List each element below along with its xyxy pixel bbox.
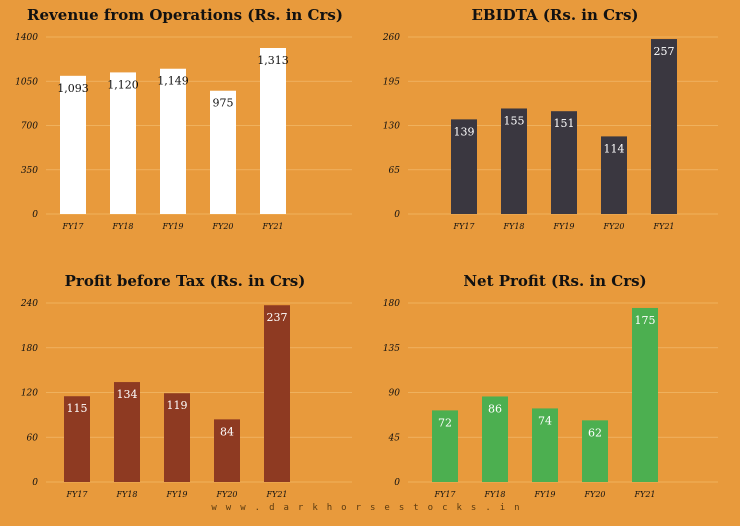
pbt-chart-panel: Profit before Tax (Rs. in Crs) 0 60 120 180… <box>0 266 370 526</box>
y-tick-label: 60 <box>27 433 39 443</box>
bar <box>210 90 236 214</box>
x-tick-label: FY18 <box>502 222 524 231</box>
x-tick-label: FY17 <box>452 222 475 231</box>
bar <box>501 108 527 214</box>
chart-title: Net Profit (Rs. in Crs) <box>463 272 647 290</box>
data-label: 119 <box>167 399 188 412</box>
x-tick-label: FY17 <box>61 222 84 231</box>
x-tick-label: FY19 <box>533 490 555 499</box>
x-tick-label: FY19 <box>161 222 183 231</box>
bar <box>551 111 577 214</box>
bar <box>601 136 627 214</box>
x-tick-label: FY18 <box>111 222 133 231</box>
y-tick-label: 0 <box>32 210 38 220</box>
data-label: 139 <box>454 125 475 138</box>
data-label: 257 <box>654 45 675 58</box>
chart-title: Revenue from Operations (Rs. in Crs) <box>27 6 343 24</box>
revenue-chart: 0 350 700 1050 1400 1,093 FY17 1,120 FY18 1,149 FY… <box>15 33 352 231</box>
data-label: 1,120 <box>107 78 139 91</box>
data-label: 175 <box>635 314 656 327</box>
x-tick-label: FY20 <box>602 222 624 231</box>
x-tick-label: FY21 <box>652 222 674 231</box>
data-label: 1,313 <box>257 54 289 67</box>
y-tick-label: 0 <box>32 478 38 488</box>
y-tick-label: 65 <box>389 166 401 176</box>
data-label: 975 <box>213 97 234 110</box>
revenue-chart-panel: Revenue from Operations (Rs. in Crs) 0 35… <box>0 0 370 260</box>
data-label: 1,149 <box>157 75 189 88</box>
y-tick-label: 120 <box>21 389 38 399</box>
y-tick-label: 130 <box>383 122 400 132</box>
x-tick-label: FY20 <box>583 490 605 499</box>
y-tick-label: 135 <box>383 344 400 354</box>
bar <box>582 420 608 482</box>
x-tick-label: FY17 <box>433 490 456 499</box>
pbt-chart: 0 60 120 180 240 115 FY17 134 FY18 119 FY19 84 FY20 2… <box>20 299 352 499</box>
data-label: 74 <box>538 414 552 427</box>
data-label: 62 <box>588 426 602 439</box>
bar <box>164 393 190 482</box>
y-tick-label: 350 <box>21 166 38 176</box>
y-tick-label: 0 <box>394 478 400 488</box>
y-tick-label: 180 <box>383 299 400 309</box>
y-tick-label: 260 <box>382 33 400 43</box>
x-tick-label: FY17 <box>65 490 88 499</box>
y-tick-label: 45 <box>388 433 401 443</box>
y-tick-label: 240 <box>20 299 38 309</box>
watermark: www.darkhorsestocks.in <box>211 503 529 513</box>
bar <box>60 75 86 214</box>
bar <box>114 382 140 482</box>
bar <box>432 410 458 482</box>
data-label: 151 <box>554 117 575 130</box>
data-label: 1,093 <box>57 82 89 95</box>
y-tick-label: 700 <box>21 122 38 132</box>
x-tick-label: FY18 <box>115 490 137 499</box>
net-profit-chart: 0 45 90 135 180 72 FY17 86 FY18 74 FY19 62 FY20 175 FY… <box>383 299 718 499</box>
chart-title: EBIDTA (Rs. in Crs) <box>471 6 639 24</box>
data-label: 84 <box>220 425 234 438</box>
bar <box>264 305 290 482</box>
data-label: 134 <box>117 388 138 401</box>
x-tick-label: FY19 <box>552 222 574 231</box>
x-tick-label: FY18 <box>483 490 505 499</box>
ebidta-chart-panel: EBIDTA (Rs. in Crs) 0 65 130 195 260 139 FY17 1… <box>370 0 740 260</box>
bar <box>160 68 186 214</box>
ebidta-chart: 0 65 130 195 260 139 FY17 155 FY18 151 FY19 114 FY20… <box>382 33 718 231</box>
y-tick-label: 195 <box>383 77 400 87</box>
data-label: 155 <box>504 114 525 127</box>
y-tick-label: 1050 <box>15 77 38 87</box>
chart-title: Profit before Tax (Rs. in Crs) <box>64 272 306 290</box>
x-tick-label: FY21 <box>261 222 283 231</box>
bar <box>260 47 286 215</box>
y-tick-label: 180 <box>21 344 38 354</box>
bar <box>482 396 508 482</box>
x-tick-label: FY20 <box>215 490 237 499</box>
bar <box>110 72 136 215</box>
bar <box>532 408 558 482</box>
data-label: 237 <box>267 311 288 324</box>
bar <box>214 419 240 482</box>
y-tick-label: 90 <box>389 389 401 399</box>
bar <box>632 307 658 482</box>
bar <box>651 39 677 214</box>
x-tick-label: FY21 <box>265 490 287 499</box>
data-label: 72 <box>438 416 452 429</box>
data-label: 114 <box>604 142 625 155</box>
bar <box>451 119 477 214</box>
data-label: 115 <box>67 402 88 415</box>
x-tick-label: FY20 <box>211 222 233 231</box>
y-tick-label: 1400 <box>15 33 38 43</box>
net-profit-chart-panel: Net Profit (Rs. in Crs) 0 45 90 135 180 72 FY1… <box>370 266 740 526</box>
x-tick-label: FY21 <box>633 490 655 499</box>
bar <box>64 396 90 482</box>
data-label: 86 <box>488 402 502 415</box>
y-tick-label: 0 <box>394 210 400 220</box>
x-tick-label: FY19 <box>165 490 187 499</box>
